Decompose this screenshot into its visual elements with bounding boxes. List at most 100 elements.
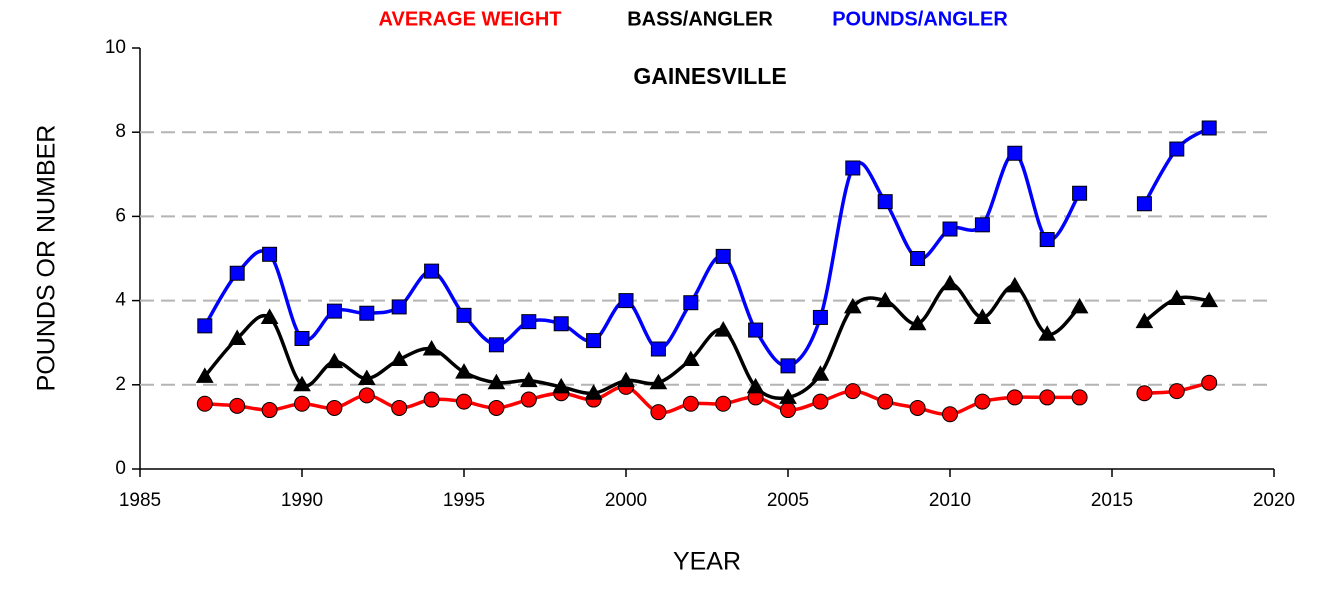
data-point (519, 371, 538, 388)
y-tick-label: 2 (115, 374, 126, 395)
data-point (294, 395, 310, 412)
x-tick-label: 2000 (605, 490, 647, 511)
data-point (552, 377, 571, 394)
data-point (843, 297, 862, 314)
data-point (877, 194, 893, 210)
data-point (424, 263, 440, 279)
data-point (748, 322, 764, 338)
data-point (974, 217, 990, 233)
data-point (1071, 389, 1088, 406)
data-point (650, 341, 666, 357)
data-point (262, 246, 278, 262)
data-point (649, 373, 668, 390)
data-point (844, 383, 861, 400)
data-point (423, 391, 440, 408)
series-line (1142, 126, 1211, 205)
data-point (617, 371, 635, 388)
x-tick-label: 1995 (443, 490, 485, 511)
data-point (1070, 297, 1089, 314)
data-point (1201, 374, 1218, 391)
data-point (1006, 389, 1023, 406)
x-axis-label: YEAR (673, 548, 741, 576)
data-point (812, 309, 828, 325)
data-point (1039, 232, 1055, 248)
data-point (1135, 312, 1154, 329)
data-point (1167, 289, 1186, 305)
data-point (455, 363, 473, 379)
data-point (197, 318, 213, 334)
data-point (941, 274, 959, 291)
data-point (359, 305, 375, 321)
legend-entry: BASS/ANGLER (627, 8, 773, 30)
data-point (487, 373, 506, 390)
data-point (456, 393, 472, 410)
data-point (908, 314, 927, 331)
y-tick-label: 0 (115, 458, 126, 479)
data-point (780, 402, 796, 419)
data-point (293, 375, 311, 392)
data-point (909, 399, 926, 416)
x-tick-label: 2005 (767, 490, 809, 511)
data-point (746, 377, 765, 394)
data-point (229, 397, 246, 414)
data-point (357, 369, 376, 385)
data-point (681, 350, 700, 367)
data-point (1007, 145, 1023, 161)
data-point (1136, 385, 1153, 402)
data-point (910, 251, 926, 266)
data-point (780, 358, 796, 374)
data-point (261, 402, 278, 419)
data-point (1201, 120, 1217, 136)
data-point (1136, 196, 1152, 212)
x-tick-label: 2020 (1253, 490, 1295, 511)
data-point (1169, 141, 1185, 157)
data-point (876, 291, 895, 308)
legend-entry: AVERAGE WEIGHT (379, 8, 562, 30)
data-point (196, 395, 213, 412)
data-point (358, 387, 375, 404)
data-point (812, 393, 829, 410)
data-point (391, 399, 408, 416)
data-point (1005, 276, 1024, 293)
series-line (203, 282, 1081, 400)
data-point (682, 395, 699, 412)
data-point (715, 395, 732, 412)
y-axis-label: POUNDS OR NUMBER (33, 125, 61, 392)
data-point (488, 337, 504, 353)
x-tick-label: 2015 (1091, 490, 1133, 511)
data-point (811, 365, 830, 381)
data-point (553, 316, 569, 332)
y-tick-label: 4 (115, 290, 126, 311)
data-point (973, 308, 992, 324)
data-point (229, 265, 245, 281)
data-point (779, 388, 797, 404)
data-point (1168, 383, 1185, 400)
data-point (294, 330, 310, 346)
data-point (325, 352, 344, 369)
data-point (422, 340, 441, 356)
data-point (326, 303, 342, 319)
data-point (845, 160, 861, 176)
data-point (228, 329, 247, 345)
data-point (650, 404, 667, 421)
data-point (714, 321, 733, 337)
data-point (942, 406, 958, 423)
data-point (586, 333, 602, 349)
series-line (203, 151, 1082, 368)
data-point (942, 221, 958, 237)
data-point (195, 367, 214, 383)
legend-entry: POUNDS/ANGLER (832, 8, 1008, 30)
series-line (204, 385, 1080, 417)
data-point (260, 308, 279, 324)
chart-title: GAINESVILLE (633, 63, 786, 89)
data-point (1200, 291, 1219, 308)
data-point (326, 399, 343, 416)
data-point (618, 293, 634, 309)
data-point (584, 384, 603, 400)
data-point (391, 299, 407, 315)
data-point (715, 248, 731, 264)
y-tick-label: 8 (115, 121, 126, 142)
data-point (1072, 185, 1088, 201)
data-point (877, 393, 894, 410)
